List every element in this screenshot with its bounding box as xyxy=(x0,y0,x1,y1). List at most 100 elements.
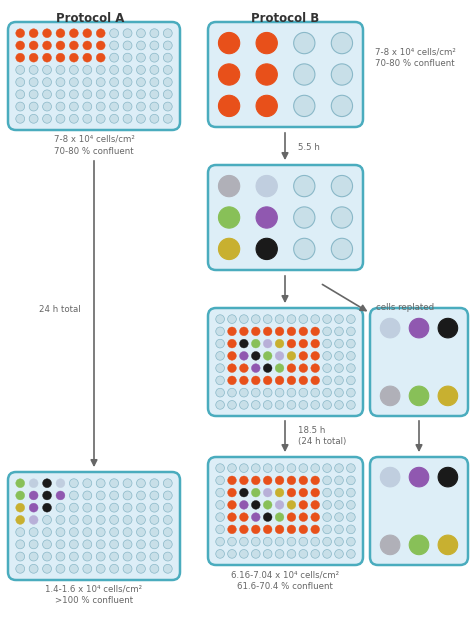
Circle shape xyxy=(239,513,248,521)
FancyBboxPatch shape xyxy=(208,22,363,127)
Circle shape xyxy=(29,102,38,111)
Circle shape xyxy=(346,401,355,409)
Circle shape xyxy=(216,537,225,546)
Circle shape xyxy=(56,552,65,561)
Circle shape xyxy=(264,550,272,558)
Circle shape xyxy=(150,491,159,500)
Circle shape xyxy=(323,339,331,348)
Circle shape xyxy=(251,476,260,485)
Circle shape xyxy=(150,90,159,99)
Circle shape xyxy=(70,491,78,500)
Text: Protocol B: Protocol B xyxy=(251,12,319,25)
Circle shape xyxy=(29,114,38,123)
Circle shape xyxy=(311,488,319,497)
Circle shape xyxy=(346,488,355,497)
Circle shape xyxy=(150,29,159,38)
Circle shape xyxy=(275,339,284,348)
Circle shape xyxy=(287,315,296,323)
Circle shape xyxy=(109,78,118,86)
Circle shape xyxy=(216,513,225,521)
Circle shape xyxy=(294,32,315,53)
Circle shape xyxy=(16,53,25,62)
Circle shape xyxy=(96,552,105,561)
Circle shape xyxy=(228,525,237,534)
Circle shape xyxy=(137,78,146,86)
Circle shape xyxy=(294,238,315,259)
Circle shape xyxy=(16,527,25,537)
Circle shape xyxy=(311,525,319,534)
Circle shape xyxy=(16,503,25,512)
Circle shape xyxy=(43,65,52,74)
Circle shape xyxy=(311,513,319,521)
Circle shape xyxy=(323,464,331,473)
Circle shape xyxy=(43,90,52,99)
Circle shape xyxy=(96,90,105,99)
Circle shape xyxy=(228,488,237,497)
Circle shape xyxy=(137,479,146,488)
Circle shape xyxy=(16,114,25,123)
Circle shape xyxy=(164,516,172,524)
Circle shape xyxy=(311,537,319,546)
Circle shape xyxy=(275,537,284,546)
Circle shape xyxy=(123,527,132,537)
Circle shape xyxy=(331,238,353,259)
Circle shape xyxy=(96,65,105,74)
Circle shape xyxy=(216,488,225,497)
Circle shape xyxy=(299,476,308,485)
Circle shape xyxy=(43,516,52,524)
Circle shape xyxy=(287,550,296,558)
Circle shape xyxy=(251,537,260,546)
Circle shape xyxy=(251,376,260,385)
Circle shape xyxy=(150,527,159,537)
Circle shape xyxy=(275,364,284,373)
Circle shape xyxy=(83,53,92,62)
Circle shape xyxy=(137,552,146,561)
Circle shape xyxy=(164,53,172,62)
Circle shape xyxy=(299,537,308,546)
Text: 6.16-7.04 x 10⁴ cells/cm²
61.6-70.4 % confluent: 6.16-7.04 x 10⁴ cells/cm² 61.6-70.4 % co… xyxy=(231,570,339,591)
Circle shape xyxy=(150,65,159,74)
Circle shape xyxy=(83,503,92,512)
Circle shape xyxy=(137,516,146,524)
Circle shape xyxy=(70,53,78,62)
Circle shape xyxy=(56,114,65,123)
Circle shape xyxy=(70,41,78,50)
Circle shape xyxy=(29,479,38,488)
Circle shape xyxy=(287,525,296,534)
Circle shape xyxy=(29,65,38,74)
Circle shape xyxy=(239,364,248,373)
Circle shape xyxy=(29,41,38,50)
Circle shape xyxy=(164,503,172,512)
Circle shape xyxy=(109,90,118,99)
Circle shape xyxy=(137,540,146,549)
Circle shape xyxy=(56,491,65,500)
Circle shape xyxy=(275,513,284,521)
Circle shape xyxy=(56,564,65,573)
Circle shape xyxy=(43,540,52,549)
Circle shape xyxy=(109,540,118,549)
Circle shape xyxy=(409,386,429,406)
Circle shape xyxy=(323,550,331,558)
Circle shape xyxy=(43,78,52,86)
Circle shape xyxy=(70,65,78,74)
Circle shape xyxy=(150,516,159,524)
Circle shape xyxy=(123,552,132,561)
Circle shape xyxy=(164,78,172,86)
Circle shape xyxy=(335,364,343,373)
Circle shape xyxy=(299,315,308,323)
Circle shape xyxy=(70,552,78,561)
Circle shape xyxy=(83,491,92,500)
Circle shape xyxy=(228,376,237,385)
Circle shape xyxy=(256,238,277,259)
Circle shape xyxy=(256,207,277,228)
Circle shape xyxy=(239,525,248,534)
Circle shape xyxy=(331,95,353,116)
Circle shape xyxy=(311,388,319,397)
Circle shape xyxy=(216,525,225,534)
Circle shape xyxy=(264,376,272,385)
Circle shape xyxy=(43,491,52,500)
Circle shape xyxy=(150,552,159,561)
Circle shape xyxy=(150,41,159,50)
Circle shape xyxy=(287,388,296,397)
Circle shape xyxy=(287,488,296,497)
